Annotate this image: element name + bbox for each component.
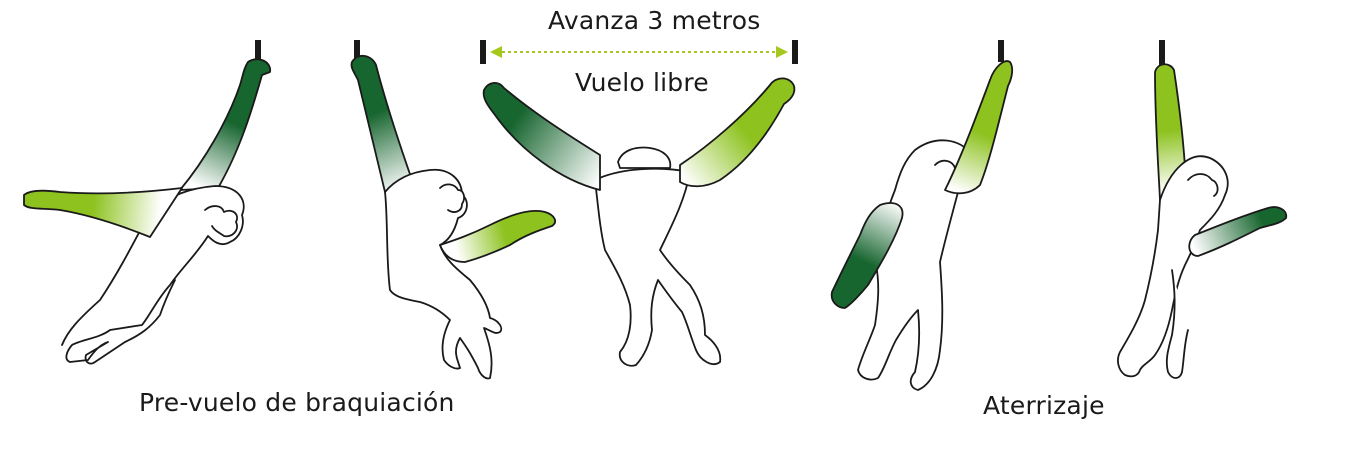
gibbon-pre-flight-reach [23, 40, 271, 365]
lower-arm [830, 202, 904, 309]
right-arm [679, 77, 796, 188]
support-bar [255, 40, 261, 62]
leg [1165, 269, 1189, 379]
left-bar [480, 40, 486, 64]
support-bar [1159, 40, 1165, 65]
body [1117, 155, 1229, 378]
body [857, 139, 974, 391]
face [204, 205, 238, 238]
arrow-left-head [490, 46, 502, 58]
outstretched-arm [23, 187, 183, 238]
body [384, 168, 503, 380]
gibbon-landing-grab [830, 40, 1014, 391]
distance-marker [480, 40, 798, 64]
pre-flight-label: Pre-vuelo de braquiación [139, 388, 455, 417]
body-side [61, 211, 151, 346]
face [1187, 173, 1219, 197]
face [439, 183, 465, 213]
landing-label: Aterrizaje [983, 391, 1105, 420]
upper-arm [1154, 63, 1187, 201]
gibbon-free-flight [482, 77, 796, 367]
left-arm [482, 82, 601, 191]
arrow-right-head [776, 46, 788, 58]
body [65, 185, 245, 365]
support-bar [354, 40, 360, 58]
reaching-arm [1188, 206, 1288, 257]
right-bar [792, 40, 798, 64]
reaching-arm [439, 210, 556, 263]
head [617, 146, 672, 169]
free-flight-label: Vuelo libre [575, 68, 709, 97]
support-bar [998, 40, 1004, 62]
distance-label: Avanza 3 metros [548, 6, 761, 35]
gibbon-landing-hang [1117, 40, 1288, 379]
body [594, 167, 722, 367]
upper-arm [179, 58, 271, 191]
gibbon-pre-flight-swing [350, 40, 556, 380]
upper-arm [350, 55, 413, 193]
upper-arm [944, 60, 1014, 195]
